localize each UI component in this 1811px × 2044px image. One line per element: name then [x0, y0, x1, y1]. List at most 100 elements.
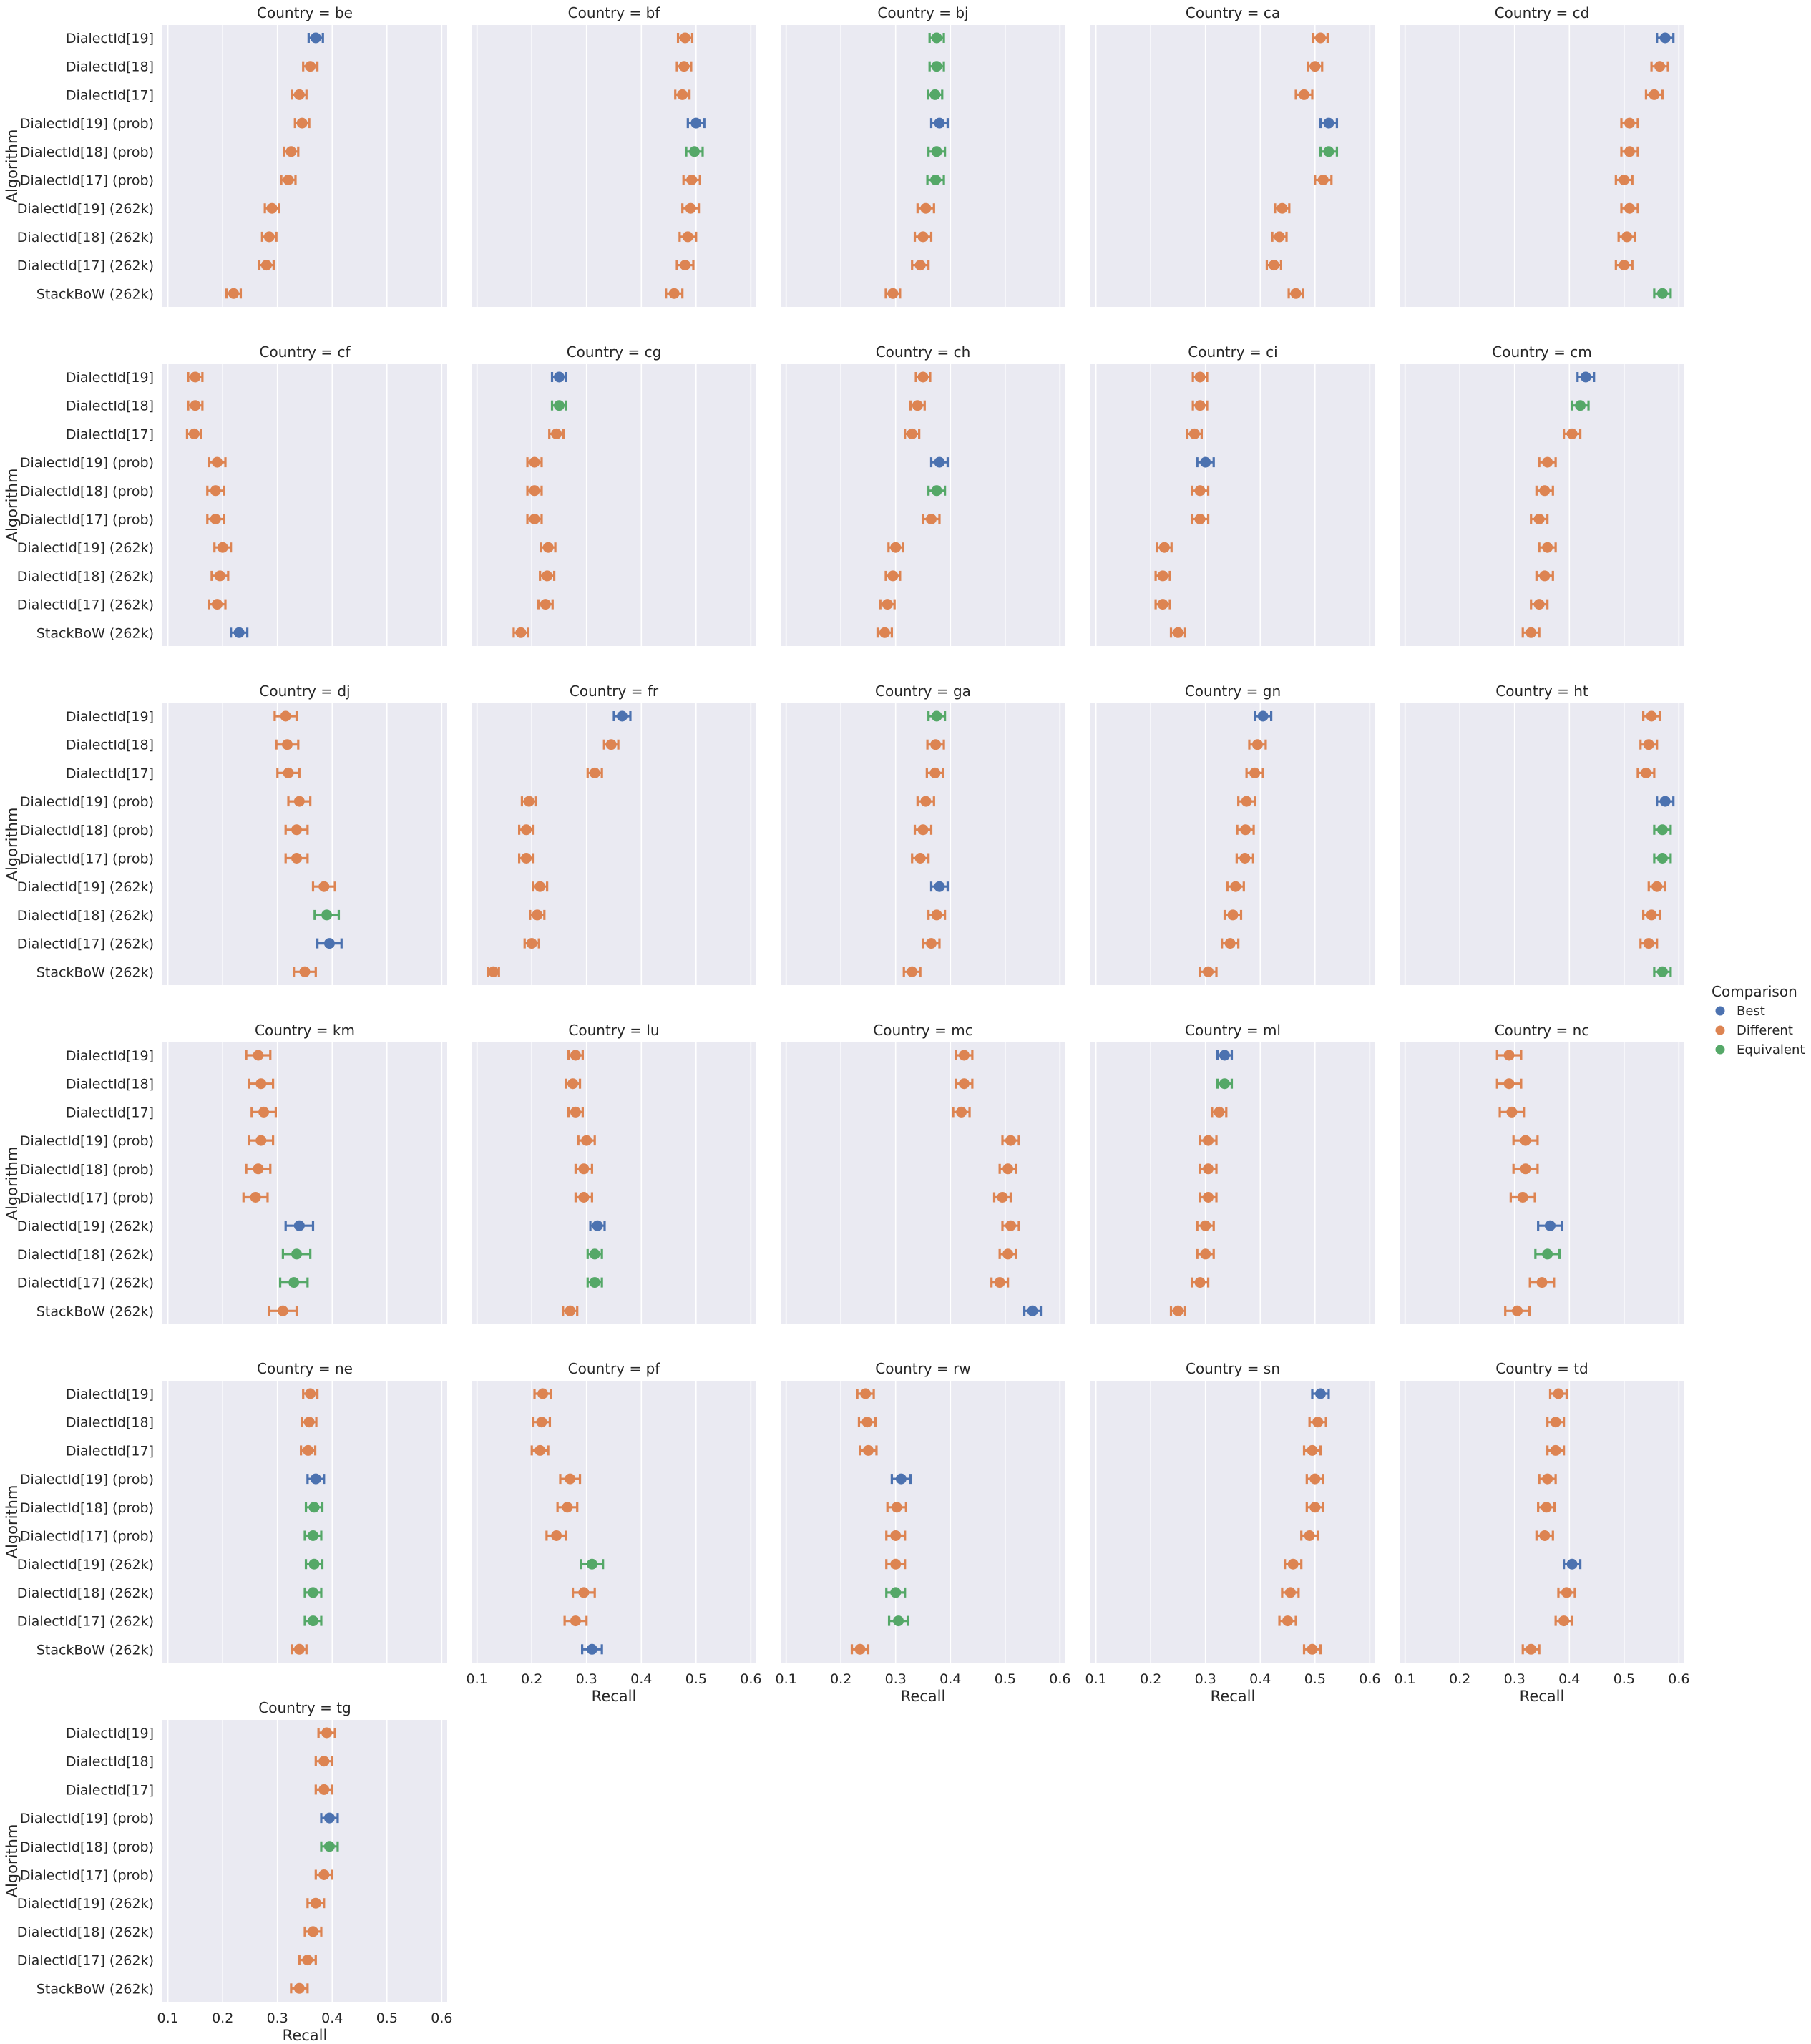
data-point [1194, 485, 1206, 497]
data-point [1659, 32, 1671, 44]
y-tick-label: DialectId[18] (262k) [17, 1925, 154, 1940]
data-point [934, 881, 945, 892]
data-point [534, 1444, 546, 1456]
data-point [578, 1587, 590, 1598]
panel-21: Country = pf 0.1 0.2 0.3 0.4 0.5 0.6 Recall [467, 1360, 762, 1705]
y-tick-label: StackBoW (262k) [36, 964, 154, 980]
legend-marker [1715, 1006, 1725, 1016]
data-point [1274, 231, 1285, 243]
data-point [1194, 514, 1206, 524]
data-point [210, 485, 221, 497]
y-tick-label: DialectId[19] [66, 370, 154, 386]
x-tick-label: 0.2 [830, 1671, 851, 1687]
data-point [1227, 909, 1239, 921]
y-tick-label: DialectId[18] (262k) [17, 569, 154, 585]
data-point [931, 710, 942, 722]
panel-1: Country = bf [472, 4, 756, 307]
data-point [1005, 1135, 1016, 1146]
data-point [1624, 202, 1635, 214]
data-point [1651, 881, 1663, 892]
data-point [1550, 1417, 1561, 1428]
data-point [578, 1163, 590, 1175]
data-point [592, 1220, 603, 1231]
data-point [1646, 909, 1657, 921]
data-point [212, 599, 223, 610]
y-tick-label: StackBoW (262k) [36, 286, 154, 302]
panel-title: Country = tg [258, 1699, 351, 1716]
data-point [680, 260, 690, 271]
panel-14: Country = ht [1400, 683, 1684, 985]
panel-title: Country = td [1495, 1360, 1588, 1377]
data-point [233, 627, 245, 638]
panel-title: Country = mc [873, 1022, 972, 1039]
data-point [529, 514, 540, 524]
data-point [260, 260, 272, 271]
data-point [1203, 1192, 1214, 1203]
plot-background [472, 25, 756, 307]
data-point [282, 739, 293, 750]
panel-title: Country = cd [1495, 4, 1590, 21]
data-point [931, 32, 942, 44]
data-point [854, 1643, 866, 1655]
data-point [521, 824, 532, 836]
data-point [280, 710, 291, 722]
data-point [307, 1587, 318, 1598]
plot-background [162, 703, 447, 985]
panel-2: Country = bj [781, 4, 1065, 307]
data-point [1619, 260, 1630, 271]
data-point [1323, 146, 1334, 157]
data-point [682, 231, 693, 243]
data-point [553, 400, 565, 411]
data-point [302, 1955, 313, 1966]
legend-entries: Best Different Equivalent [1715, 1004, 1805, 1057]
data-point [890, 1530, 902, 1541]
data-point [934, 117, 945, 129]
data-point [188, 428, 200, 439]
data-point [488, 966, 499, 977]
y-tick-label: DialectId[17] [66, 87, 154, 103]
x-tick-label: 0.5 [1614, 1671, 1635, 1687]
panel-15: Country = km DialectId[19] DialectId[18] Di… [4, 1022, 447, 1324]
y-axis-label: Algorithm [4, 1485, 21, 1559]
x-tick-label: 0.3 [885, 1671, 907, 1687]
plot-background [1090, 364, 1375, 646]
data-point [1304, 1530, 1315, 1541]
y-tick-label: DialectId[17] [66, 766, 154, 781]
y-tick-label: DialectId[17] (262k) [17, 937, 154, 952]
data-point [586, 1558, 597, 1570]
data-point [1542, 1248, 1553, 1260]
data-point [920, 202, 932, 214]
data-point [291, 824, 303, 836]
panel-title: Country = cm [1492, 343, 1591, 361]
data-point [296, 117, 308, 129]
data-point [1539, 570, 1551, 582]
data-point [1550, 1444, 1561, 1456]
plot-background [781, 364, 1065, 646]
panel-title: Country = km [255, 1022, 355, 1039]
x-tick-label: 0.2 [521, 1671, 542, 1687]
x-tick-label: 0.4 [1249, 1671, 1271, 1687]
data-point [1307, 1643, 1318, 1655]
data-point [285, 146, 297, 157]
data-point [1520, 1135, 1531, 1146]
data-point [1520, 1163, 1531, 1175]
y-tick-label: DialectId[17] (prob) [20, 173, 154, 189]
panel-title: Country = pf [568, 1360, 661, 1377]
data-point [1309, 1473, 1321, 1485]
data-point [565, 1305, 576, 1316]
data-point [253, 1163, 264, 1175]
data-point [997, 1192, 1008, 1203]
data-point [1323, 117, 1334, 129]
data-point [1558, 1615, 1570, 1627]
panel-title: Country = ga [875, 683, 971, 700]
data-point [925, 938, 937, 949]
data-point [1239, 853, 1251, 864]
plot-background [1400, 703, 1684, 985]
data-point [930, 739, 942, 750]
data-point [1172, 1305, 1183, 1316]
y-tick-label: DialectId[18] (prob) [20, 145, 154, 160]
plot-background [162, 25, 447, 307]
x-tick-label: 0.4 [1558, 1671, 1580, 1687]
data-point [303, 1417, 315, 1428]
data-point [890, 542, 902, 553]
